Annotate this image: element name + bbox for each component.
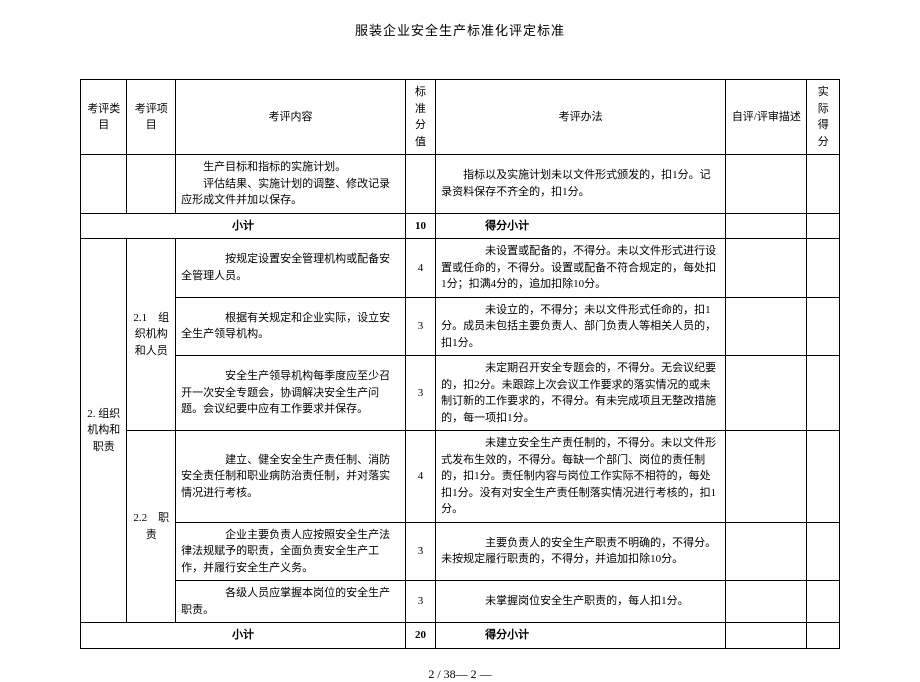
cell-method: 指标以及实施计划未以文件形式颁发的，扣1分。记录资料保存不齐全的，扣1分。 xyxy=(436,155,726,214)
cell-content: 按规定设置安全管理机构或配备安全管理人员。 xyxy=(176,239,406,298)
subtotal-method: 得分小计 xyxy=(436,623,726,649)
cell-empty xyxy=(726,239,807,298)
subtotal-score: 10 xyxy=(405,213,435,239)
subtotal-method: 得分小计 xyxy=(436,213,726,239)
cell-empty xyxy=(726,297,807,356)
cell-content: 建立、健全安全生产责任制、消防安全责任制和职业病防治责任制，并对落实情况进行考核… xyxy=(176,431,406,523)
header-actual: 实际得分 xyxy=(807,80,840,155)
cell-empty xyxy=(726,581,807,623)
table-row: 2.2 职责 建立、健全安全生产责任制、消防安全责任制和职业病防治责任制，并对落… xyxy=(81,431,840,523)
document-title: 服装企业安全生产标准化评定标准 xyxy=(80,20,840,39)
table-row: 企业主要负责人应按照安全生产法律法规赋予的职责，全面负责安全生产工作，并履行安全… xyxy=(81,522,840,581)
subtotal-label: 小计 xyxy=(81,623,406,649)
cell-empty xyxy=(807,239,840,298)
subtotal-score: 20 xyxy=(405,623,435,649)
cell-empty xyxy=(726,522,807,581)
subtotal-row: 小计 10 得分小计 xyxy=(81,213,840,239)
cell-empty xyxy=(405,155,435,214)
cell-method: 未设置或配备的，不得分。未以文件形式进行设置或任命的，不得分。设置或配备不符合规… xyxy=(436,239,726,298)
header-category: 考评类目 xyxy=(81,80,127,155)
table-header-row: 考评类目 考评项目 考评内容 标准分值 考评办法 自评/评审描述 实际得分 xyxy=(81,80,840,155)
cell-score: 4 xyxy=(405,431,435,523)
page-footer: 2 / 38— 2 — xyxy=(80,667,840,682)
subtotal-row: 小计 20 得分小计 xyxy=(81,623,840,649)
table-row: 2. 组织机构和职责 2.1 组织机构和人员 按规定设置安全管理机构或配备安全管… xyxy=(81,239,840,298)
cell-empty xyxy=(726,356,807,431)
header-method: 考评办法 xyxy=(436,80,726,155)
cell-empty xyxy=(726,431,807,523)
cell-content: 生产目标和指标的实施计划。 评估结果、实施计划的调整、修改记录应形成文件并加以保… xyxy=(176,155,406,214)
cell-empty xyxy=(807,213,840,239)
cell-empty xyxy=(807,155,840,214)
cell-score: 3 xyxy=(405,581,435,623)
header-content: 考评内容 xyxy=(176,80,406,155)
cell-content: 根据有关规定和企业实际，设立安全生产领导机构。 xyxy=(176,297,406,356)
cell-content: 企业主要负责人应按照安全生产法律法规赋予的职责，全面负责安全生产工作，并履行安全… xyxy=(176,522,406,581)
cell-empty xyxy=(807,581,840,623)
cell-item: 2.1 组织机构和人员 xyxy=(127,239,176,431)
cell-score: 3 xyxy=(405,522,435,581)
cell-method: 未定期召开安全专题会的，不得分。无会议纪要的，扣2分。未跟踪上次会议工作要求的落… xyxy=(436,356,726,431)
cell-method: 主要负责人的安全生产职责不明确的，不得分。未按规定履行职责的，不得分，并追加扣除… xyxy=(436,522,726,581)
cell-content: 安全生产领导机构每季度应至少召开一次安全专题会，协调解决安全生产问题。会议纪要中… xyxy=(176,356,406,431)
evaluation-table: 考评类目 考评项目 考评内容 标准分值 考评办法 自评/评审描述 实际得分 生产… xyxy=(80,79,840,649)
cell-empty xyxy=(807,297,840,356)
cell-category: 2. 组织机构和职责 xyxy=(81,239,127,623)
cell-method: 未掌握岗位安全生产职责的，每人扣1分。 xyxy=(436,581,726,623)
cell-empty xyxy=(807,623,840,649)
document-page: 服装企业安全生产标准化评定标准 考评类目 考评项目 考评内容 标准分值 考评办法… xyxy=(0,0,920,682)
header-score: 标准分值 xyxy=(405,80,435,155)
table-row: 生产目标和指标的实施计划。 评估结果、实施计划的调整、修改记录应形成文件并加以保… xyxy=(81,155,840,214)
cell-empty xyxy=(807,431,840,523)
cell-empty xyxy=(807,522,840,581)
cell-method: 未设立的，不得分；未以文件形式任命的，扣1分。成员未包括主要负责人、部门负责人等… xyxy=(436,297,726,356)
table-row: 根据有关规定和企业实际，设立安全生产领导机构。 3 未设立的，不得分；未以文件形… xyxy=(81,297,840,356)
cell-score: 4 xyxy=(405,239,435,298)
cell-empty xyxy=(807,356,840,431)
cell-empty xyxy=(726,155,807,214)
subtotal-label: 小计 xyxy=(81,213,406,239)
cell-empty xyxy=(81,155,127,214)
cell-method: 未建立安全生产责任制的，不得分。未以文件形式发布生效的，不得分。每缺一个部门、岗… xyxy=(436,431,726,523)
cell-content: 各级人员应掌握本岗位的安全生产职责。 xyxy=(176,581,406,623)
cell-score: 3 xyxy=(405,356,435,431)
header-desc: 自评/评审描述 xyxy=(726,80,807,155)
table-row: 各级人员应掌握本岗位的安全生产职责。 3 未掌握岗位安全生产职责的，每人扣1分。 xyxy=(81,581,840,623)
cell-item: 2.2 职责 xyxy=(127,431,176,623)
cell-empty xyxy=(726,213,807,239)
cell-empty xyxy=(127,155,176,214)
cell-empty xyxy=(726,623,807,649)
table-row: 安全生产领导机构每季度应至少召开一次安全专题会，协调解决安全生产问题。会议纪要中… xyxy=(81,356,840,431)
cell-score: 3 xyxy=(405,297,435,356)
header-item: 考评项目 xyxy=(127,80,176,155)
